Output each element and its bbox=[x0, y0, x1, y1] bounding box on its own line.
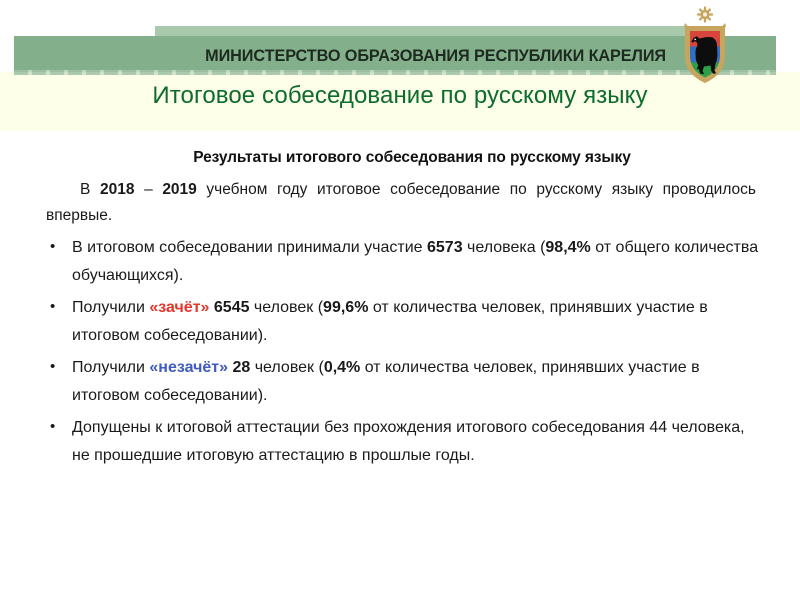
year-from: 2018 bbox=[99, 181, 135, 198]
banner-cream-strip bbox=[0, 72, 800, 131]
results-heading: Результаты итогового собеседования по ру… bbox=[193, 149, 631, 166]
list-item: Допущены к итоговой аттестации без прохо… bbox=[48, 413, 762, 470]
bullet-admitted-without-seg-0: Допущены к итоговой аттестации без прохо… bbox=[72, 419, 745, 464]
bullet-failed-seg-5: 0,4% bbox=[323, 359, 361, 376]
bullet-failed-seg-4: человек ( bbox=[250, 359, 324, 376]
list-item: Получили «незачёт» 28 человек (0,4% от к… bbox=[48, 353, 762, 410]
intro-part2: учебном году итоговое собеседование по р… bbox=[46, 181, 756, 224]
year-to: 2019 bbox=[162, 181, 197, 198]
bullet-participants-seg-3: 98,4% bbox=[545, 239, 591, 256]
bullet-passed-seg-4: человек ( bbox=[249, 299, 324, 316]
bullet-passed-seg-0: Получили bbox=[72, 299, 150, 316]
bullet-failed-seg-3: 28 bbox=[232, 359, 251, 376]
list-item: Получили «зачёт» 6545 человек (99,6% от … bbox=[48, 293, 762, 350]
year-dash: – bbox=[134, 181, 163, 198]
list-item: В итоговом собеседовании принимали участ… bbox=[48, 233, 762, 290]
banner-green-fringe bbox=[14, 70, 776, 75]
bullet-passed-seg-5: 99,6% bbox=[323, 299, 369, 316]
slide-content: Результаты итогового собеседования по ру… bbox=[0, 131, 800, 600]
bullet-participants-seg-0: В итоговом собеседовании принимали участ… bbox=[72, 239, 427, 256]
bullet-failed-seg-6: от количества человек, принявших участие… bbox=[72, 359, 700, 404]
bullet-participants-seg-2: человека ( bbox=[462, 239, 546, 256]
page-title: Итоговое собеседование по русскому языку bbox=[152, 82, 648, 109]
intro-part1: В bbox=[80, 181, 100, 198]
bullet-passed-seg-6: от количества человек, принявших участие… bbox=[72, 299, 708, 344]
bullet-failed-seg-0: Получили bbox=[72, 359, 150, 376]
intro-paragraph: В 2018 – 2019 учебном году итоговое собе… bbox=[46, 177, 756, 229]
bullet-passed-seg-3: 6545 bbox=[213, 299, 250, 316]
bullet-participants-seg-1: 6573 bbox=[427, 239, 463, 256]
statistics-bullet-list: В итоговом собеседовании принимали участ… bbox=[48, 233, 762, 474]
banner-green-main-strip bbox=[14, 36, 776, 72]
header-banner: МИНИСТЕРСТВО ОБРАЗОВАНИЯ РЕСПУБЛИКИ КАРЕ… bbox=[0, 0, 800, 131]
bullet-passed-seg-1: «зачёт» bbox=[149, 299, 210, 316]
ministry-name-text: МИНИСТЕРСТВО ОБРАЗОВАНИЯ РЕСПУБЛИКИ КАРЕ… bbox=[205, 47, 666, 65]
bullet-participants-seg-4: от общего количества обучающихся). bbox=[72, 239, 759, 284]
karelia-coat-of-arms-icon bbox=[672, 6, 738, 88]
bullet-failed-seg-1: «незачёт» bbox=[149, 359, 228, 376]
